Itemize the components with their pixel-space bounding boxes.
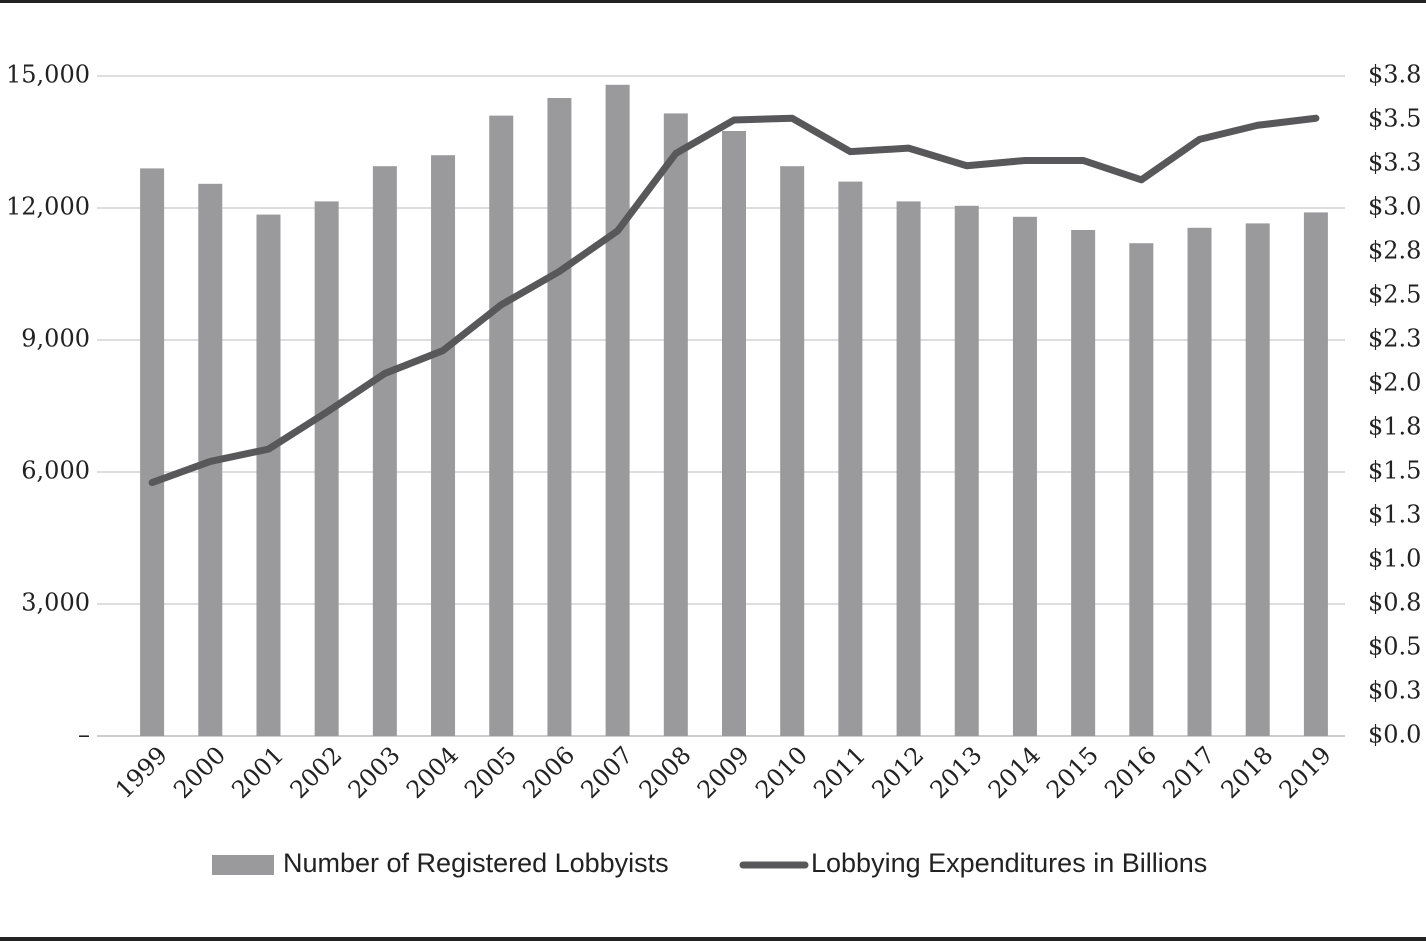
y-tick-label: 15,000 [6,61,90,89]
y2-tick-label: $1.0 [1368,545,1421,573]
legend-label: Lobbying Expenditures in Billions [811,848,1207,878]
x-tick-label: 2017 [1157,741,1220,804]
bar [547,98,572,736]
y2-tick-label: $0.0 [1368,721,1421,749]
bar [896,201,921,736]
x-tick-label: 2012 [866,741,929,804]
y2-tick-label: $2.8 [1368,237,1421,265]
x-tick-label: 2011 [808,741,871,804]
y2-tick-label: $2.3 [1368,325,1421,353]
bar [431,155,456,736]
bar [838,181,863,737]
x-tick-label: 2006 [517,741,580,804]
x-tick-label: 2014 [983,741,1046,804]
x-tick-label: 2010 [750,741,813,804]
legend-label: Number of Registered Lobbyists [283,848,669,878]
legend-swatch [212,855,274,875]
y2-tick-label: $3.5 [1368,105,1421,133]
y2-tick-label: $0.3 [1368,677,1421,705]
x-tick-label: 2002 [285,741,348,804]
bar [722,131,746,736]
y2-tick-label: $2.5 [1368,281,1421,309]
bar [1071,230,1096,736]
bar [1129,243,1154,736]
y2-tick-label: $1.5 [1368,457,1421,485]
y-tick-label: 3,000 [21,589,90,617]
bottom-border [0,937,1426,941]
bar [1187,227,1212,737]
bar [314,201,339,736]
y2-tick-label: $1.8 [1368,413,1421,441]
x-tick-label: 2003 [343,741,406,804]
x-tick-label: 1999 [110,741,173,804]
top-border [0,0,1426,3]
x-tick-label: 2007 [575,741,638,804]
x-tick-label: 2005 [459,741,522,804]
y-tick-label: 12,000 [6,193,90,221]
y2-tick-label: $2.0 [1368,369,1421,397]
bar [1303,212,1328,736]
y-tick-label: – [78,721,90,749]
y-tick-label: 6,000 [21,457,90,485]
bar [954,205,979,737]
x-tick-label: 2018 [1216,741,1279,804]
bar [1012,216,1037,737]
line [148,114,1320,487]
y2-tick-label: $0.5 [1368,633,1421,661]
x-tick-label: 2000 [168,741,231,804]
bar [256,214,281,737]
x-tick-label: 2001 [226,741,289,804]
x-tick-label: 2013 [925,741,988,804]
bar [605,84,630,737]
x-tick-label: 2019 [1274,741,1337,804]
y-tick-label: 9,000 [21,325,90,353]
bar [140,168,165,736]
x-tick-label: 2009 [692,741,755,804]
x-tick-label: 2008 [634,741,697,804]
bar [780,166,805,736]
bar [663,113,688,736]
y2-tick-label: $3.3 [1368,149,1421,177]
bar [1245,223,1270,736]
y2-tick-label: $3.0 [1368,193,1421,221]
y2-tick-label: $1.3 [1368,501,1421,529]
y2-tick-label: $0.8 [1368,589,1421,617]
x-tick-label: 2016 [1099,741,1162,804]
x-tick-label: 2004 [401,741,464,804]
y2-tick-label: $3.8 [1368,61,1421,89]
x-tick-label: 2015 [1041,741,1104,804]
bar [372,166,397,736]
bar [489,115,514,737]
